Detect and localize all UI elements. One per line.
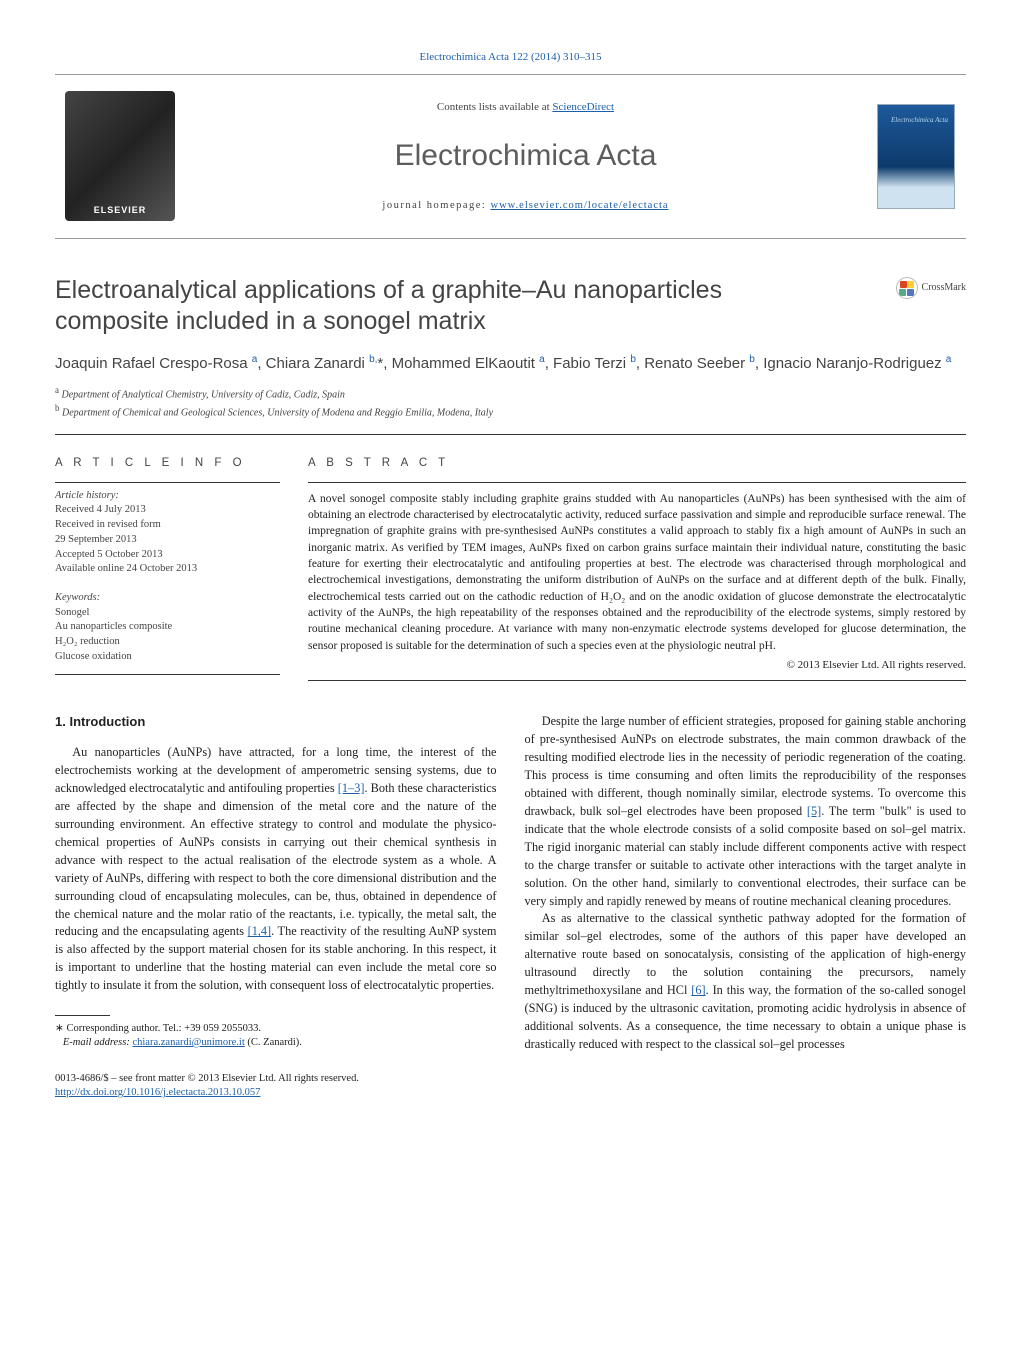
body-paragraph: Au nanoparticles (AuNPs) have attracted,… [55, 744, 497, 995]
homepage-prefix: journal homepage: [382, 200, 490, 211]
reference-link[interactable]: [1,4] [248, 924, 272, 938]
article-info-label: A R T I C L E I N F O [55, 455, 280, 472]
email-link[interactable]: chiara.zanardi@unimore.it [132, 1037, 244, 1048]
sciencedirect-link[interactable]: ScienceDirect [552, 101, 614, 113]
journal-cover[interactable]: Electrochimica Acta [866, 104, 966, 209]
crossmark-label: CrossMark [922, 281, 966, 296]
reference-link[interactable]: [6] [691, 983, 705, 997]
keywords-block: Keywords: SonogelAu nanoparticles compos… [55, 591, 280, 675]
abstract-text: A novel sonogel composite stably includi… [308, 482, 966, 654]
intro-heading: 1. Introduction [55, 713, 497, 732]
article-title: Electroanalytical applications of a grap… [55, 275, 775, 338]
abstract-copyright: © 2013 Elsevier Ltd. All rights reserved… [308, 658, 966, 674]
keywords-heading: Keywords: [55, 592, 100, 603]
body-paragraph: Despite the large number of efficient st… [525, 713, 967, 910]
journal-homepage: journal homepage: www.elsevier.com/locat… [185, 198, 866, 213]
journal-banner: ELSEVIER Contents lists available at Sci… [55, 74, 966, 239]
crossmark-icon [896, 277, 918, 299]
reference-link[interactable]: [1–3] [338, 781, 365, 795]
body-columns: 1. Introduction Au nanoparticles (AuNPs)… [55, 713, 966, 1054]
affiliation-list: a Department of Analytical Chemistry, Un… [55, 384, 966, 420]
corresponding-author-footnote: ∗ Corresponding author. Tel.: +39 059 20… [55, 1022, 497, 1049]
reference-link[interactable]: [5] [807, 804, 821, 818]
page-footer: 0013-4686/$ – see front matter © 2013 El… [55, 1072, 966, 1100]
abstract-label: A B S T R A C T [308, 455, 966, 472]
article-history: Article history: Received 4 July 2013Rec… [55, 482, 280, 577]
doi-link[interactable]: http://dx.doi.org/10.1016/j.electacta.20… [55, 1087, 260, 1098]
header-citation[interactable]: Electrochimica Acta 122 (2014) 310–315 [55, 50, 966, 66]
footnote-star: ∗ [55, 1023, 64, 1034]
crossmark-badge[interactable]: CrossMark [896, 277, 966, 299]
contents-prefix: Contents lists available at [437, 101, 552, 113]
issn-copyright: 0013-4686/$ – see front matter © 2013 El… [55, 1072, 966, 1086]
email-label: E-mail address: [63, 1037, 133, 1048]
affiliation: b Department of Chemical and Geological … [55, 402, 966, 420]
divider [55, 434, 966, 435]
publisher-logo[interactable]: ELSEVIER [55, 91, 185, 221]
body-paragraph: As as alternative to the classical synth… [525, 910, 967, 1054]
footnote-separator [55, 1015, 110, 1016]
homepage-link[interactable]: www.elsevier.com/locate/electacta [490, 200, 668, 211]
email-suffix: (C. Zanardi). [245, 1037, 302, 1048]
footnote-contact: Corresponding author. Tel.: +39 059 2055… [66, 1023, 261, 1034]
journal-title: Electrochimica Acta [185, 134, 866, 178]
divider [308, 680, 966, 681]
author-list: Joaquin Rafael Crespo-Rosa a, Chiara Zan… [55, 353, 966, 374]
contents-available: Contents lists available at ScienceDirec… [185, 100, 866, 116]
publisher-name: ELSEVIER [94, 204, 147, 221]
history-heading: Article history: [55, 490, 119, 501]
affiliation: a Department of Analytical Chemistry, Un… [55, 384, 966, 402]
cover-thumb-title: Electrochimica Acta [891, 117, 948, 125]
